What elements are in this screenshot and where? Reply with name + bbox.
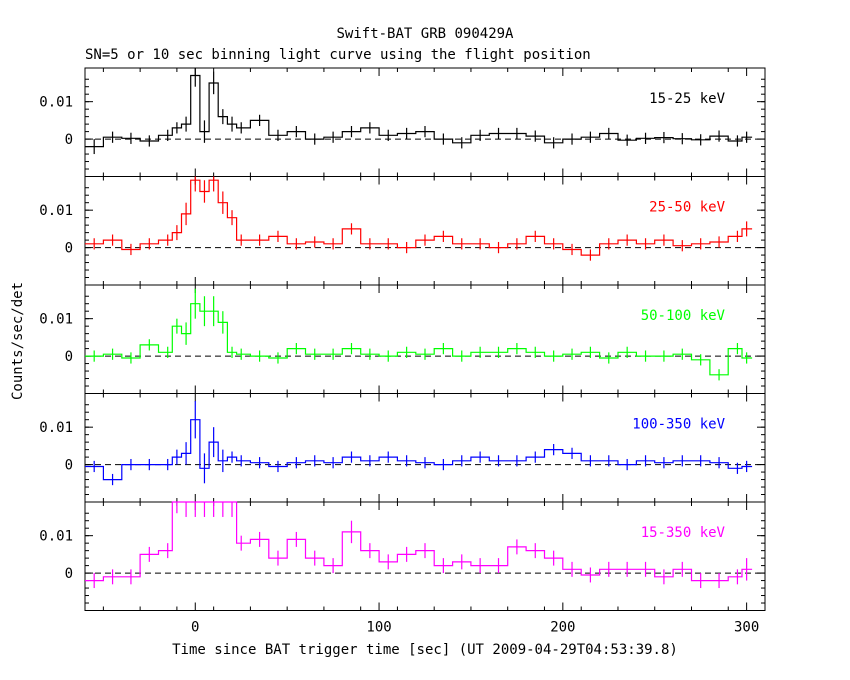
y-tick-label: 0.01	[39, 203, 73, 219]
chart-subtitle: SN=5 or 10 sec binning light curve using…	[85, 47, 591, 63]
x-tick-label: 100	[366, 620, 391, 636]
series-line-4	[85, 501, 753, 582]
y-axis-label: Counts/sec/det	[10, 282, 26, 400]
panel-frame	[84, 176, 766, 286]
y-tick-label: 0.01	[39, 95, 73, 111]
panel-frame	[84, 393, 766, 503]
y-tick-label: 0.01	[39, 420, 73, 436]
series-line-0	[85, 74, 753, 148]
x-axis-label: Time since BAT trigger time [sec] (UT 20…	[172, 642, 678, 658]
x-tick-label: 0	[191, 620, 199, 636]
series-label-3: 100-350 keV	[632, 417, 725, 433]
y-tick-label: 0	[65, 458, 73, 474]
panel-frame	[84, 501, 766, 611]
panel-2: 0 0.01 50-100 keV	[39, 284, 766, 394]
panels-group: 0 0.01 15-25 keV 0 0.01 25-50 keV 0 0.01 50-100 …	[39, 67, 766, 636]
y-tick-label: 0.01	[39, 312, 73, 328]
series-label-1: 25-50 keV	[649, 200, 725, 216]
y-tick-label: 0	[65, 132, 73, 148]
chart-title: Swift-BAT GRB 090429A	[336, 26, 514, 42]
series-line-3	[85, 419, 753, 481]
panel-3: 0 0.01 100-350 keV	[39, 393, 766, 503]
panel-0: 0 0.01 15-25 keV	[39, 67, 766, 177]
panel-frame	[84, 284, 766, 394]
x-tick-label: 300	[734, 620, 759, 636]
y-tick-label: 0	[65, 349, 73, 365]
panel-1: 0 0.01 25-50 keV	[39, 176, 766, 286]
y-tick-label: 0	[65, 566, 73, 582]
series-label-0: 15-25 keV	[649, 91, 725, 107]
panel-frame	[84, 67, 766, 177]
series-line-1	[85, 179, 753, 256]
series-label-2: 50-100 keV	[641, 308, 726, 324]
series-label-4: 15-350 keV	[641, 525, 726, 541]
y-tick-label: 0.01	[39, 529, 73, 545]
panel-4: 0 0.01 15-350 keV	[39, 501, 766, 611]
x-tick-label: 200	[550, 620, 575, 636]
y-tick-label: 0	[65, 241, 73, 257]
